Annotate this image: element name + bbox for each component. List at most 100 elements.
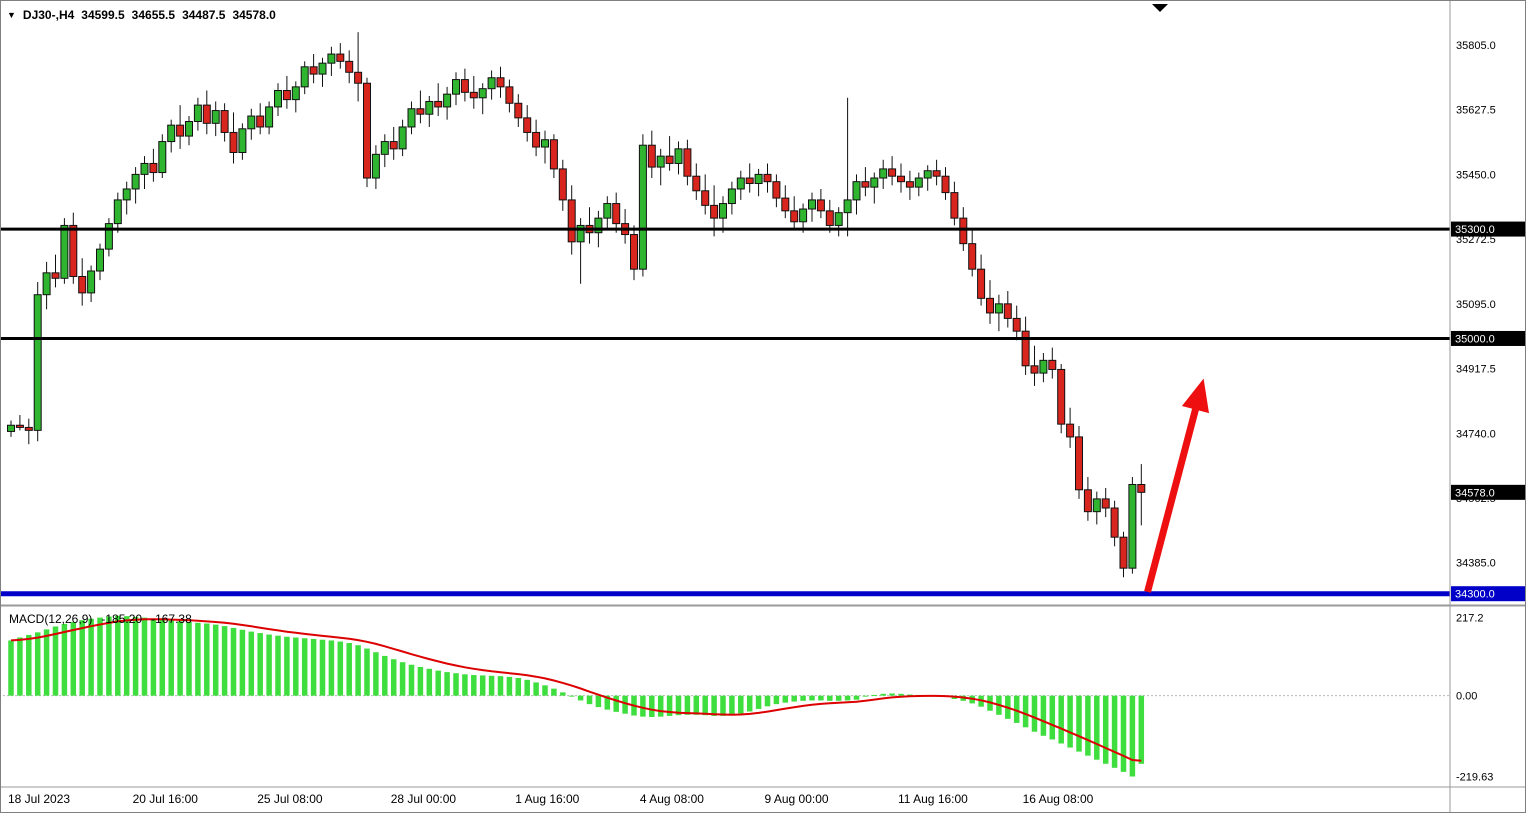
macd-histogram-bar: [186, 622, 192, 696]
macd-histogram-bar: [568, 695, 575, 697]
price-badge-label: 34578.0: [1455, 487, 1495, 499]
chart-shift-marker-icon[interactable]: [1151, 3, 1169, 13]
candle-body: [523, 117, 532, 133]
trend-arrow-head[interactable]: [1181, 378, 1210, 414]
macd-histogram-bar: [462, 674, 468, 696]
macd-histogram-bar: [666, 695, 673, 716]
price-badge-label: 34300.0: [1455, 589, 1495, 601]
time-tick-label: 4 Aug 08:00: [640, 792, 704, 806]
candle-body: [24, 426, 33, 431]
macd-histogram-bar: [1031, 695, 1038, 732]
macd-histogram-bar: [293, 637, 299, 696]
candle-body: [220, 110, 229, 133]
candle-body: [229, 131, 238, 154]
macd-histogram-bar: [52, 626, 59, 696]
candle-body: [1057, 368, 1066, 425]
macd-histogram-bar: [907, 694, 913, 696]
candle-body: [7, 424, 15, 432]
macd-histogram-bar: [471, 675, 477, 696]
candle-body: [950, 192, 959, 219]
macd-histogram-bar: [132, 616, 139, 696]
time-axis[interactable]: 18 Jul 2023 20 Jul 16:00 25 Jul 08:00 28 Ju…: [8, 792, 1094, 806]
candle-body: [140, 162, 149, 175]
candle-body: [131, 173, 140, 190]
time-tick-label: 1 Aug 16:00: [515, 792, 579, 806]
time-tick-label: 18 Jul 2023: [8, 792, 70, 806]
price-level-badge: 34578.0: [1451, 484, 1525, 500]
macd-histogram-bar: [1129, 695, 1136, 777]
candle-body: [78, 275, 87, 294]
macd-histogram-bar: [141, 617, 148, 696]
candle-body: [193, 104, 202, 123]
candle-body: [941, 175, 950, 194]
time-tick-label: 25 Jul 08:00: [257, 792, 323, 806]
candle-body: [416, 108, 425, 115]
candle-body: [87, 270, 96, 294]
candle-body: [532, 131, 541, 148]
candle-body: [487, 77, 496, 90]
ohlc-high: 34655.5: [131, 8, 176, 22]
candle-body: [1092, 498, 1101, 513]
macd-histogram-bar: [435, 670, 441, 696]
macd-histogram-bar: [773, 695, 780, 705]
macd-histogram-bar: [8, 640, 14, 696]
price-tick-label: 35095.0: [1456, 299, 1496, 311]
macd-histogram-bar: [657, 695, 664, 717]
macd-histogram-bar: [729, 695, 735, 716]
candle-body: [914, 177, 923, 188]
candle-body: [843, 199, 852, 214]
macd-histogram-bar: [853, 695, 860, 700]
macd-histogram-bar: [693, 695, 700, 715]
macd-histogram-bar: [720, 695, 726, 716]
macd-indicator-label: MACD(12,26,9) -185.20 -167.38: [9, 612, 192, 626]
candle-body: [380, 141, 389, 155]
level-lines[interactable]: [1, 227, 1450, 597]
trend-arrow[interactable]: [1144, 378, 1210, 593]
candle-body: [60, 224, 69, 279]
macd-signal-value: -167.38: [151, 612, 192, 626]
macd-histogram-bar: [1102, 695, 1109, 764]
candle-body: [398, 126, 407, 150]
macd-histogram-bar: [34, 632, 41, 696]
macd-histogram-bar: [1013, 695, 1020, 723]
macd-histogram-bar: [479, 675, 486, 696]
macd-histogram-bar: [613, 695, 619, 712]
macd-name: MACD(12,26,9): [9, 612, 93, 626]
candle-body: [1030, 365, 1039, 374]
macd-histogram-bar: [364, 648, 370, 696]
candle-body: [1003, 303, 1012, 319]
time-tick-label: 11 Aug 16:00: [898, 792, 968, 806]
macd-histogram-bar: [755, 695, 762, 709]
candle-body: [879, 168, 888, 179]
candle-body: [825, 210, 834, 226]
candle-body: [567, 199, 576, 243]
candle-body: [727, 188, 736, 205]
macd-histogram-bar: [1040, 695, 1047, 736]
candle-body: [603, 203, 612, 219]
chart-info-bar: ▼ DJ30-,H4 34599.5 34655.5 34487.5 34578.0: [7, 8, 276, 22]
macd-axis[interactable]: 217.2 0.00 -219.63: [1456, 613, 1493, 784]
macd-histogram-bar: [248, 631, 255, 696]
macd-histogram-bar: [791, 695, 797, 702]
macd-histogram-bar: [97, 617, 103, 696]
candle-body: [460, 79, 469, 93]
macd-histogram-bar: [524, 679, 530, 696]
trend-arrow-shaft[interactable]: [1144, 394, 1203, 593]
candle-body: [647, 144, 656, 168]
candle-body: [469, 91, 478, 99]
macd-histogram-bar: [898, 693, 904, 696]
ohlc-open: 34599.5: [81, 8, 125, 22]
candle-body: [1119, 536, 1128, 569]
candle-body: [781, 197, 790, 212]
symbol-collapse-icon[interactable]: ▼: [7, 10, 16, 20]
candle-body: [167, 124, 176, 143]
macd-histogram-bar: [506, 676, 513, 696]
candle-body: [683, 148, 692, 177]
candle-body: [336, 53, 345, 62]
macd-histogram-bar: [26, 634, 32, 696]
macd-histogram-bar: [346, 643, 352, 696]
macd-histogram-bar: [61, 623, 68, 696]
